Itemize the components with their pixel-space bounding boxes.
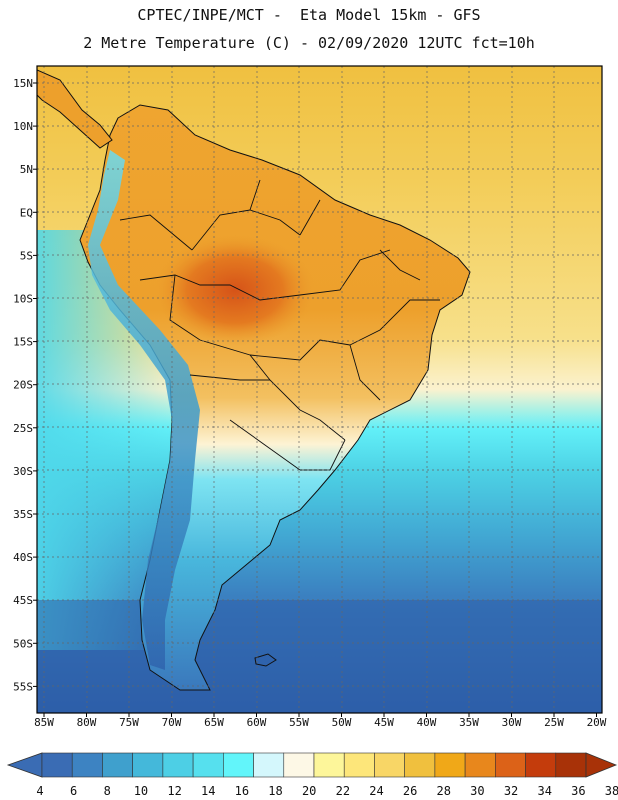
colorbar-label: 26	[403, 784, 417, 798]
lat-label: EQ	[20, 206, 33, 219]
lon-label: 50W	[332, 716, 352, 729]
colorbar-high-arrow	[585, 752, 618, 778]
lat-label: 10N	[13, 120, 33, 133]
colorbar-swatch	[283, 752, 315, 778]
latitude-axis: 15N 10N 5N EQ 5S 10S 15S 20S 25S 30S 35S 40S 45S 50S 5…	[13, 77, 37, 693]
colorbar-low-arrow	[6, 752, 43, 778]
colorbar-label: 14	[201, 784, 215, 798]
colorbar-label: 12	[167, 784, 181, 798]
lon-label: 60W	[247, 716, 267, 729]
colorbar-swatch	[555, 752, 587, 778]
colorbar-label: 20	[302, 784, 316, 798]
colorbar-label: 16	[235, 784, 249, 798]
colorbar-swatch	[464, 752, 496, 778]
colorbar-swatch	[41, 752, 73, 778]
colorbar-label: 22	[336, 784, 350, 798]
lon-label: 75W	[119, 716, 139, 729]
lon-label: 55W	[289, 716, 309, 729]
colorbar-label: 10	[134, 784, 148, 798]
map-frame	[36, 65, 603, 714]
colorbar-swatch	[525, 752, 557, 778]
falkland-islands	[254, 653, 277, 667]
colorbar-swatch	[102, 752, 133, 778]
colorbar-swatch	[132, 752, 164, 778]
lat-label: 5S	[20, 249, 33, 262]
colorbar-swatch	[374, 752, 405, 778]
lon-label: 45W	[374, 716, 394, 729]
title-line-2: 2 Metre Temperature (C) - 02/09/2020 12U…	[83, 34, 535, 52]
longitude-axis: 85W 80W 75W 70W 65W 60W 55W 50W 45W 40W 35W 30W 25W 2…	[34, 713, 607, 729]
lat-label: 20S	[13, 379, 33, 392]
lon-label: 25W	[544, 716, 564, 729]
colorbar-label: 6	[70, 784, 77, 798]
amazon-hotspot	[155, 235, 315, 345]
lat-label: 5N	[20, 163, 33, 176]
colorbar-swatch	[162, 752, 194, 778]
colorbar-label: 32	[504, 784, 518, 798]
country-borders	[119, 179, 440, 471]
colorbar-label: 36	[571, 784, 585, 798]
lat-label: 15S	[13, 336, 33, 349]
lat-label: 55S	[13, 680, 33, 693]
colorbar-swatch	[343, 752, 375, 778]
colorbar-swatch	[313, 752, 345, 778]
lat-label: 15N	[13, 77, 33, 90]
colorbar-label: 30	[470, 784, 484, 798]
colorbar-label: 4	[36, 784, 43, 798]
lat-label: 10S	[13, 293, 33, 306]
colorbar-label: 8	[104, 784, 111, 798]
lon-label: 30W	[502, 716, 522, 729]
colorbar-swatch	[434, 752, 466, 778]
lon-label: 20W	[587, 716, 607, 729]
lon-label: 65W	[204, 716, 224, 729]
lat-label: 50S	[13, 637, 33, 650]
lon-label: 70W	[162, 716, 182, 729]
lon-label: 85W	[34, 716, 54, 729]
lat-label: 35S	[13, 508, 33, 521]
lon-label: 80W	[77, 716, 97, 729]
colorbar-swatch	[495, 752, 526, 778]
lat-label: 25S	[13, 422, 33, 435]
colorbar-label: 24	[369, 784, 383, 798]
andes-cold-band	[88, 150, 200, 670]
lat-label: 30S	[13, 465, 33, 478]
central-america-land	[37, 69, 113, 149]
lat-label: 45S	[13, 594, 33, 607]
colorbar-label: 28	[437, 784, 451, 798]
southern-ocean	[37, 600, 602, 713]
colorbar-swatch	[223, 752, 254, 778]
lon-label: 35W	[459, 716, 479, 729]
colorbar-swatch	[404, 752, 436, 778]
colorbar: 4 6 8 10 12 14 16 18 20 22 24 26 28 30 32 34 36 38	[6, 752, 618, 798]
colorbar-label: 18	[268, 784, 282, 798]
lat-label: 40S	[13, 551, 33, 564]
colorbar-swatch	[253, 752, 285, 778]
lon-label: 40W	[417, 716, 437, 729]
colorbar-swatch	[71, 752, 103, 778]
colorbar-label: 34	[537, 784, 551, 798]
title-line-1: CPTEC/INPE/MCT - Eta Model 15km - GFS	[137, 6, 481, 24]
colorbar-label: 38	[605, 784, 618, 798]
lat-lon-grid	[37, 66, 602, 713]
colorbar-swatch	[192, 752, 224, 778]
